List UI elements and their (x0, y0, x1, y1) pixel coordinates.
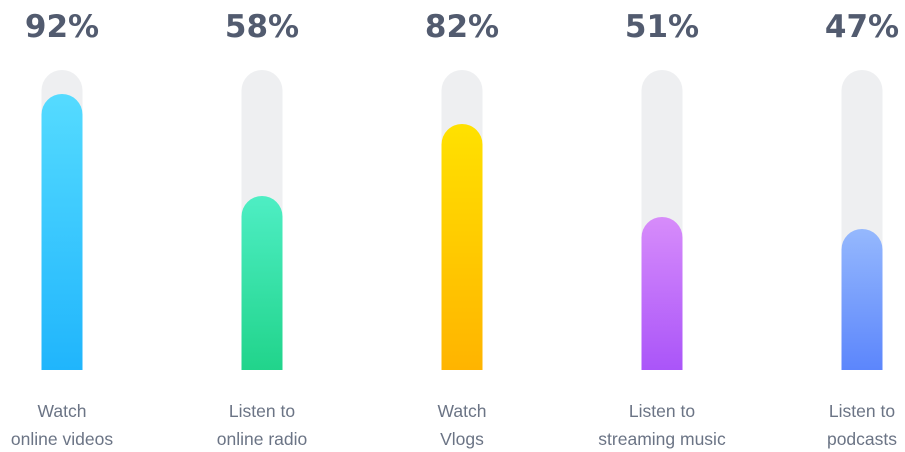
category-label-3-line-1: Watch (438, 401, 487, 421)
value-label-1: 92% (25, 9, 99, 45)
value-label-5: 47% (825, 9, 899, 45)
category-label-4-line-1: Listen to (629, 401, 695, 421)
category-label-1-line-2: online videos (11, 429, 113, 449)
value-label-4: 51% (625, 9, 699, 45)
category-label-2-line-1: Listen to (229, 401, 295, 421)
value-label-2: 58% (225, 9, 299, 45)
category-labels: Watch online videos Listen to online radio W… (11, 401, 897, 449)
bar-2 (241, 195, 283, 370)
bar-5 (841, 229, 883, 370)
category-label-5-line-2: podcasts (827, 429, 897, 449)
category-label-3-line-2: Vlogs (440, 429, 484, 449)
value-labels: 92% 58% 82% 51% 47% (25, 9, 899, 45)
category-label-5-line-1: Listen to (829, 401, 895, 421)
category-label-4-line-2: streaming music (598, 429, 726, 449)
bars (41, 94, 883, 370)
value-label-3: 82% (425, 9, 499, 45)
bar-1 (41, 94, 83, 370)
bar-4 (641, 216, 683, 370)
category-label-2-line-2: online radio (217, 429, 307, 449)
category-label-1-line-1: Watch (38, 401, 87, 421)
bar-3 (441, 124, 483, 370)
